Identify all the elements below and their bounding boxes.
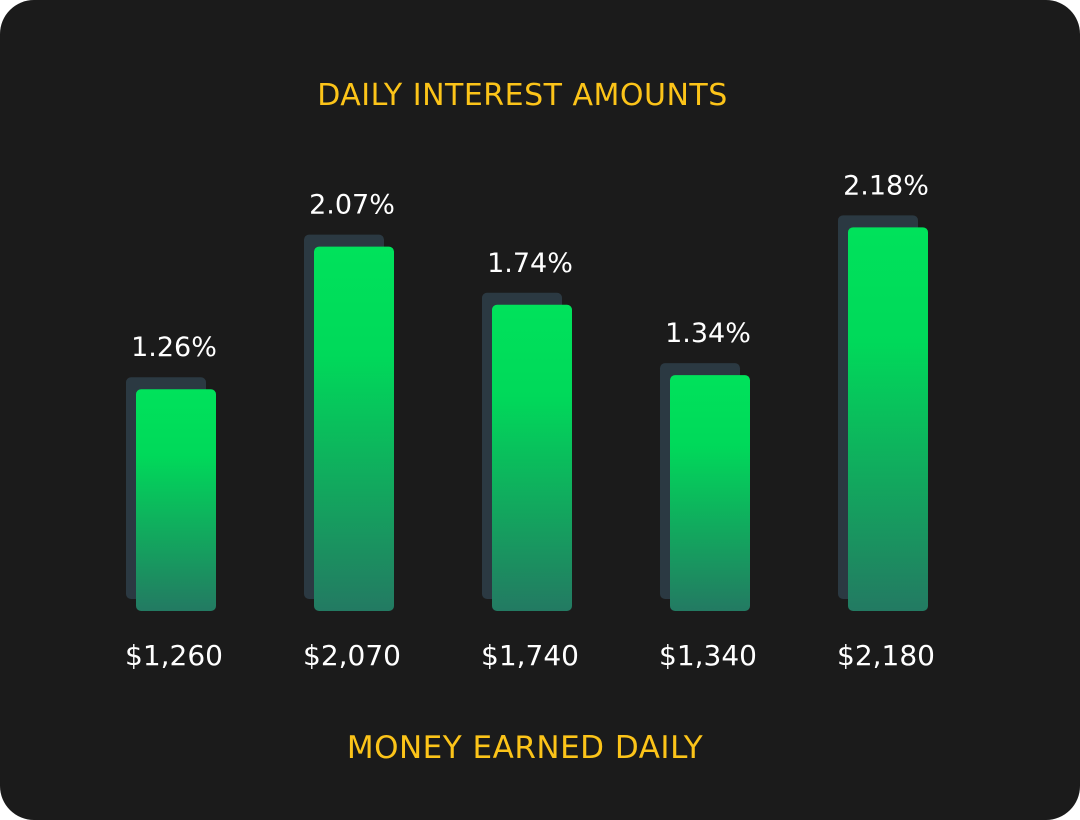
category-tick-label: $1,260	[125, 639, 223, 672]
category-tick-label: $2,180	[837, 639, 935, 672]
bar	[848, 227, 928, 611]
bar-value-label: 1.34%	[665, 318, 751, 349]
bar	[314, 246, 394, 611]
bars-group: 1.26% $1,260 2.07% $2,070 1.74% $1,740 1.34% $1…	[125, 170, 935, 672]
chart-title: DAILY INTEREST AMOUNTS	[317, 78, 728, 113]
category-tick-label: $2,070	[303, 639, 401, 672]
bar	[670, 375, 750, 611]
x-axis-label: MONEY EARNED DAILY	[346, 730, 704, 766]
category-tick-label: $1,740	[481, 639, 579, 672]
bar-value-label: 2.18%	[843, 170, 929, 201]
bar-value-label: 1.26%	[131, 332, 217, 363]
bar-value-label: 1.74%	[487, 248, 573, 279]
bar-value-label: 2.07%	[309, 190, 395, 221]
category-tick-label: $1,340	[659, 639, 757, 672]
bar	[492, 304, 572, 611]
bar	[136, 389, 216, 611]
